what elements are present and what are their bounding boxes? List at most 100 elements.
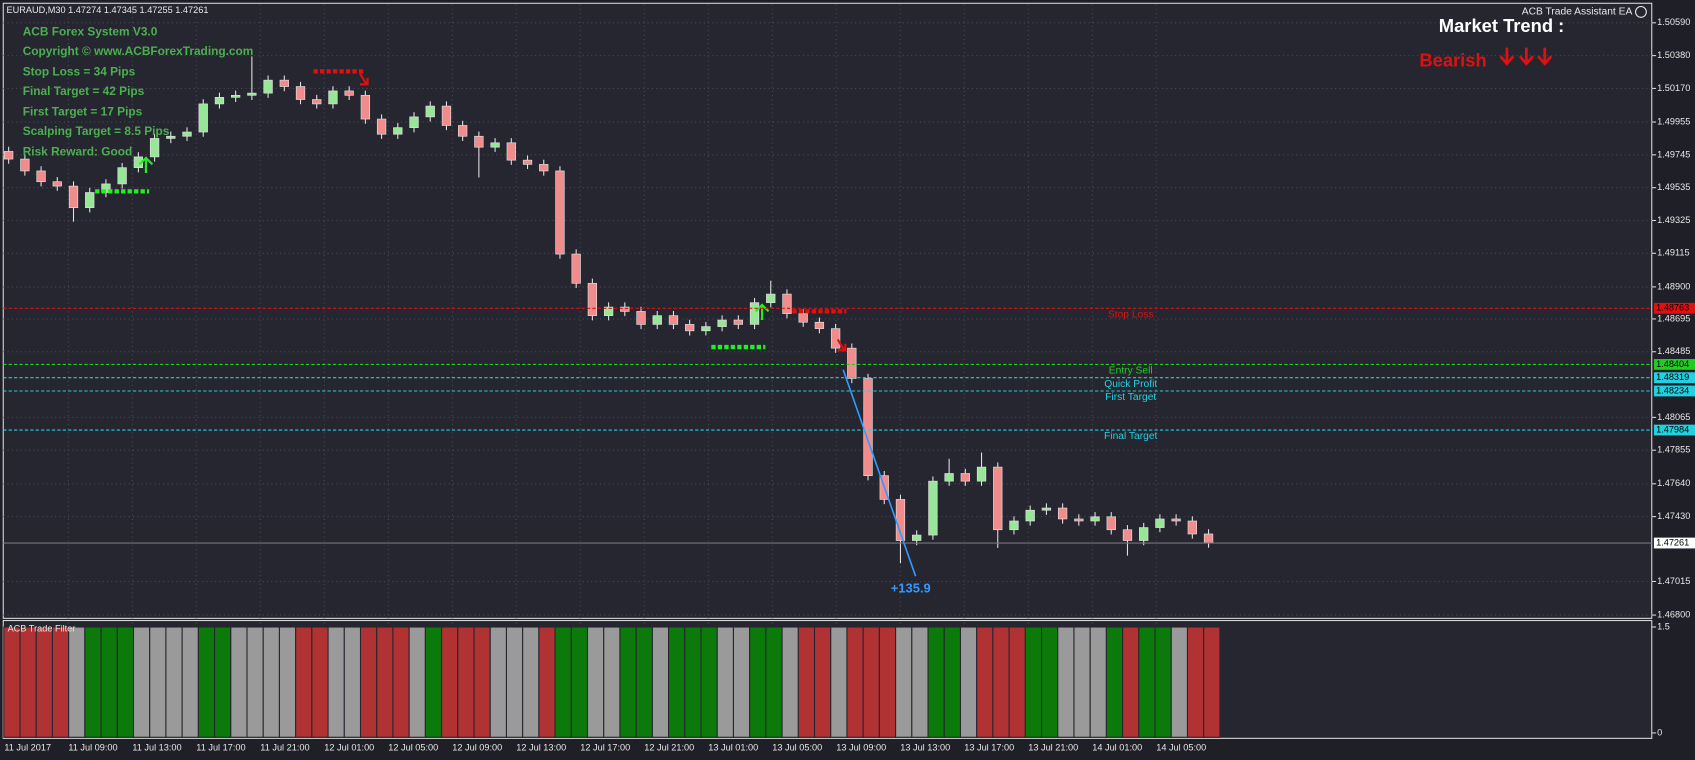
filter-bar <box>765 626 783 738</box>
candle-body <box>571 253 581 284</box>
filter-bar <box>408 626 426 738</box>
filter-bar <box>846 626 864 738</box>
measure-line <box>842 369 917 577</box>
candle-body <box>149 138 160 158</box>
filter-bar <box>1186 626 1205 738</box>
filter-bar <box>1170 626 1189 738</box>
filter-bar <box>1024 626 1043 738</box>
filter-bar <box>830 626 848 738</box>
price-box <box>1653 359 1695 370</box>
filter-bar <box>392 626 410 738</box>
y-tick-label: 1.49115 <box>1657 248 1689 258</box>
candle-body <box>603 306 614 316</box>
x-tick-label: 12 Jul 17:00 <box>580 743 630 753</box>
candle-body <box>85 192 95 208</box>
filter-tick-label: 1.5 <box>1657 621 1670 631</box>
price-box-label: 1.48763 <box>1656 303 1689 313</box>
filter-bar <box>1105 626 1124 738</box>
candle-body <box>1074 518 1084 522</box>
y-tick-label: 1.48485 <box>1657 346 1690 356</box>
candle-body <box>474 135 484 148</box>
filter-bar <box>84 626 102 738</box>
candle-body <box>1187 520 1197 535</box>
profit-annotation: +135.9 <box>891 581 931 596</box>
candle-body <box>198 103 208 133</box>
candle-body <box>1090 516 1100 522</box>
ea-icon <box>1635 5 1647 18</box>
symbol-header: EURAUD,M30 1.47274 1.47345 1.47255 1.472… <box>6 5 208 15</box>
filter-bar <box>327 626 345 738</box>
candle-body <box>960 473 970 482</box>
y-tick-label: 1.46800 <box>1657 609 1690 619</box>
candle-body <box>231 94 241 98</box>
filter-bar <box>278 626 297 738</box>
filter-bar <box>262 626 280 738</box>
candle-body <box>830 328 841 349</box>
level-label: Stop Loss <box>1108 309 1154 320</box>
candle-body <box>3 151 14 160</box>
candle-body <box>847 347 857 379</box>
trend-label: Market Trend : <box>1439 15 1565 36</box>
filter-bar <box>797 626 816 738</box>
candle-body <box>1155 518 1165 528</box>
filter-bar <box>781 626 799 738</box>
x-tick-label: 12 Jul 05:00 <box>388 743 438 753</box>
x-tick-label: 12 Jul 13:00 <box>516 743 566 753</box>
filter-bar <box>911 626 929 738</box>
filter-bar <box>554 626 572 738</box>
filter-bar <box>538 626 556 738</box>
x-tick-label: 11 Jul 21:00 <box>260 743 309 753</box>
candle-body <box>620 306 630 312</box>
filter-bar <box>19 626 37 738</box>
candle-body <box>636 311 646 325</box>
candle-body <box>409 116 419 128</box>
filter-bar <box>992 626 1010 738</box>
filter-bar <box>619 626 637 738</box>
candle-body <box>555 170 565 255</box>
filter-bar <box>1089 626 1107 738</box>
filter-bar <box>230 626 248 738</box>
candle-body <box>344 90 354 96</box>
filter-bar <box>635 626 653 738</box>
x-tick-label: 12 Jul 21:00 <box>644 743 694 753</box>
filter-bar <box>197 626 216 738</box>
filter-bar <box>684 626 702 738</box>
level-label: Entry Sell <box>1109 366 1153 377</box>
level-label: Final Target <box>1104 431 1158 442</box>
signals <box>95 69 917 577</box>
filter-bar <box>603 626 621 738</box>
filter-bar <box>457 626 475 738</box>
filter-bar <box>3 626 21 738</box>
filter-bar <box>116 626 135 738</box>
filter-bar <box>441 626 459 738</box>
filter-bar <box>716 626 734 738</box>
filter-bar <box>700 626 718 738</box>
price-box <box>1653 385 1695 397</box>
filter-bar <box>473 626 491 738</box>
x-tick-label: 12 Jul 09:00 <box>452 743 502 753</box>
filter-bar <box>1154 626 1172 738</box>
filter-bar <box>668 626 686 738</box>
filter-bar <box>51 626 70 738</box>
x-tick-label: 11 Jul 13:00 <box>132 743 181 753</box>
candle-body <box>20 158 30 172</box>
y-tick-label: 1.50170 <box>1657 83 1690 93</box>
filter-bar <box>651 626 670 738</box>
info-line: ACB Forex System V3.0 <box>23 25 158 39</box>
candle-body <box>506 142 516 161</box>
candle-body <box>928 480 938 536</box>
candle-body <box>522 159 533 165</box>
price-box-label: 1.48319 <box>1656 372 1689 382</box>
candle-body <box>490 142 500 148</box>
info-line: Stop Loss = 34 Pips <box>23 65 136 79</box>
candle-body <box>1009 520 1019 531</box>
indicator-title: ACB Trade Filter <box>8 624 76 634</box>
filter-bar <box>311 626 329 738</box>
x-tick-label: 11 Jul 09:00 <box>68 743 117 753</box>
buy-arrow <box>138 156 154 173</box>
filter-bar <box>424 626 443 738</box>
y-tick-label: 1.47015 <box>1657 576 1690 586</box>
candle-body <box>425 105 435 118</box>
info-line: Risk Reward: Good <box>23 145 133 159</box>
